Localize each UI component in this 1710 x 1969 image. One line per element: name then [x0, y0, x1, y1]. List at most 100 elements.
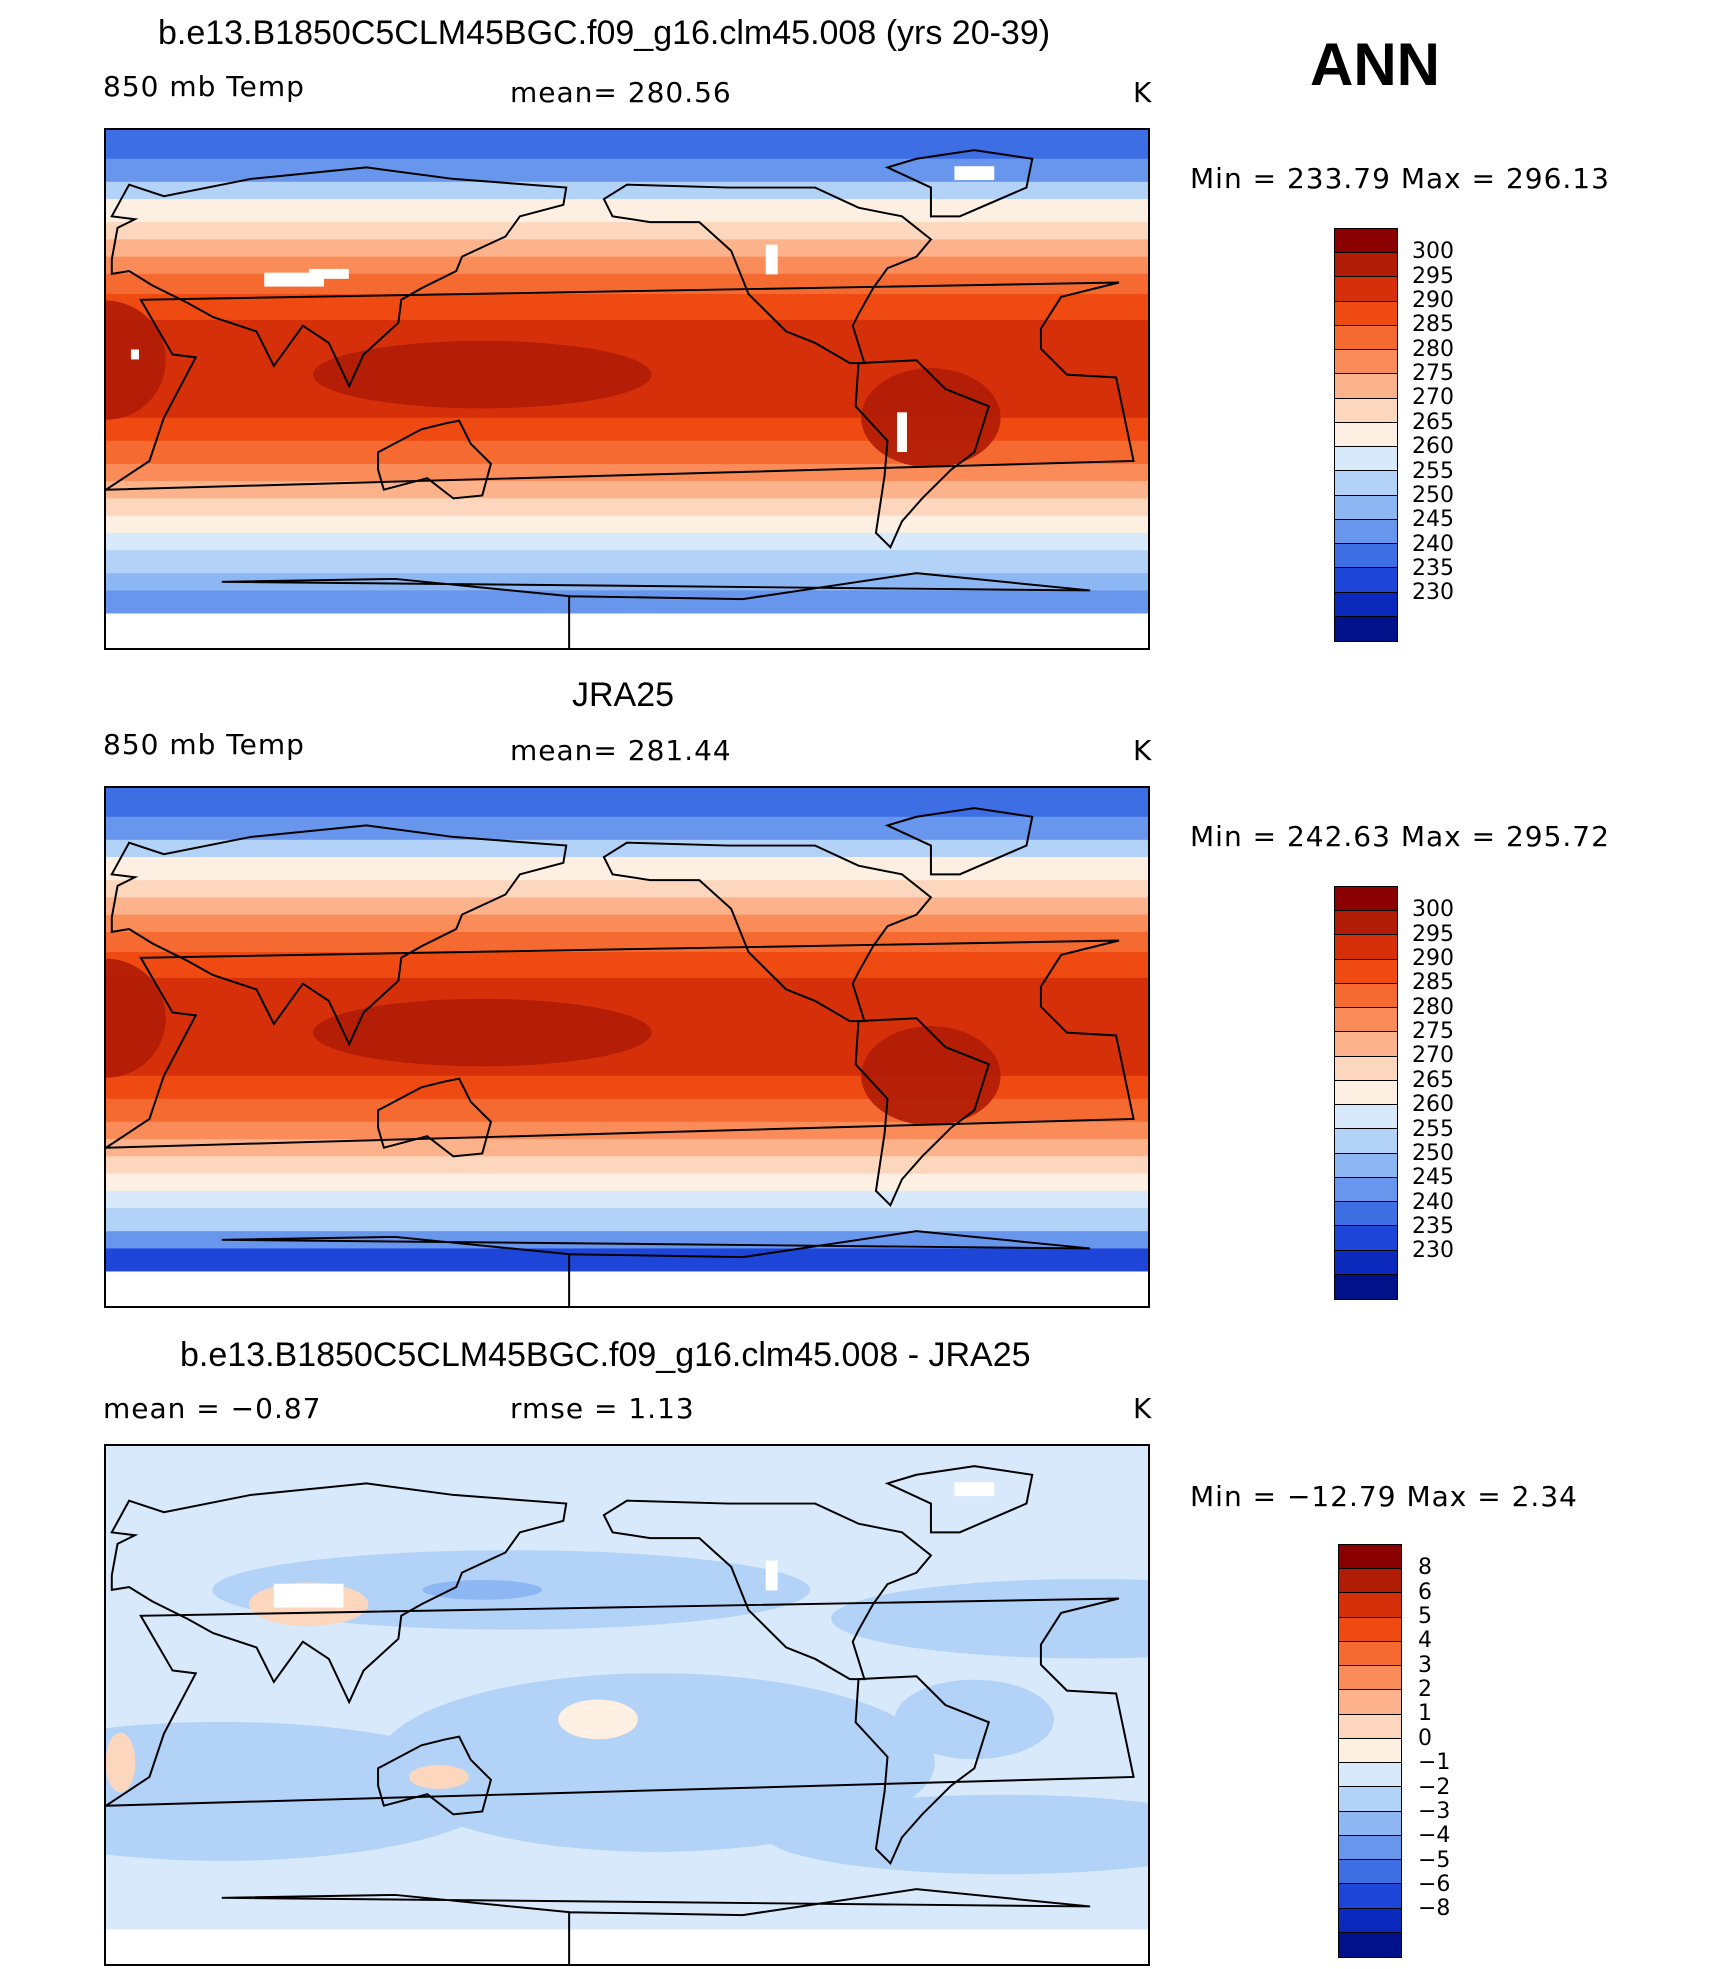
panel2-map	[104, 786, 1150, 1308]
colorbar-tick-label: 1	[1418, 1701, 1432, 1727]
colorbar-swatch	[1335, 1032, 1397, 1057]
difference-contour-region	[422, 1579, 543, 1600]
coastline	[602, 1499, 933, 1681]
coastline	[377, 419, 493, 500]
colorbar-tick-label: 300	[1412, 897, 1454, 923]
temperature-band	[106, 952, 1148, 979]
colorbar-swatch	[1339, 1714, 1401, 1739]
temperature-band	[106, 463, 1148, 482]
colorbar-tick-label: −2	[1418, 1774, 1451, 1800]
temperature-band	[106, 256, 1148, 275]
colorbar-swatch	[1335, 350, 1397, 375]
temperature-band	[106, 788, 1148, 818]
panel1-map	[104, 128, 1150, 650]
coastline	[106, 939, 1135, 1149]
colorbar-swatch	[1339, 1617, 1401, 1642]
temperature-band	[106, 590, 1148, 614]
panel3-min-max: Min = −12.79 Max = 2.34	[1190, 1480, 1578, 1513]
colorbar-tick-label: 255	[1412, 458, 1454, 484]
panel1-title: b.e13.B1850C5CLM45BGC.f09_g16.clm45.008 …	[158, 14, 1051, 52]
temperature-band	[106, 1190, 1148, 1209]
colorbar-swatch	[1339, 1545, 1401, 1570]
colorbar-swatch	[1335, 229, 1397, 254]
panel1-min-max: Min = 233.79 Max = 296.13	[1190, 162, 1610, 195]
colorbar-swatch	[1335, 911, 1397, 936]
colorbar-tick-label: 8	[1418, 1555, 1432, 1581]
difference-contour-region	[377, 1673, 935, 1852]
colorbar-tick-label: −6	[1418, 1871, 1451, 1897]
colorbar-tick-label: 285	[1412, 970, 1454, 996]
colorbar-swatch	[1335, 374, 1397, 399]
colorbar-tick-label: 295	[1412, 921, 1454, 947]
temperature-band	[106, 880, 1148, 898]
coastline	[884, 1465, 1034, 1534]
colorbar-swatch	[1335, 1105, 1397, 1130]
colorbar-swatch	[1339, 1763, 1401, 1788]
temperature-band	[106, 158, 1148, 183]
colorbar-tick-label: 275	[1412, 361, 1454, 387]
colorbar-tick-label: 240	[1412, 1189, 1454, 1215]
temperature-band	[106, 1156, 1148, 1175]
colorbar-swatch	[1339, 1860, 1401, 1885]
panel2-variable-label: 850 mb Temp	[103, 728, 305, 761]
colorbar-swatch	[1339, 1738, 1401, 1764]
colorbar-tick-label: 300	[1412, 239, 1454, 265]
difference-contour-region	[894, 1679, 1055, 1760]
colorbar-tick-label: 275	[1412, 1019, 1454, 1045]
colorbar-swatch	[1339, 1835, 1401, 1861]
colorbar-tick-label: 240	[1412, 531, 1454, 557]
colorbar-swatch	[1335, 422, 1397, 448]
temperature-band	[106, 1208, 1148, 1232]
positive-difference-region	[408, 1765, 469, 1789]
colorbar-swatch	[1335, 1129, 1397, 1154]
south-america-warm-region	[861, 1026, 1001, 1126]
temperature-band	[106, 199, 1148, 223]
coastline	[884, 149, 1034, 218]
missing-data-patch	[954, 166, 995, 181]
colorbar-swatch	[1335, 887, 1397, 912]
temperature-band	[106, 498, 1148, 517]
panel3-units: K	[1133, 1392, 1153, 1425]
colorbar-tick-label: 270	[1412, 1043, 1454, 1069]
missing-data-patch	[308, 268, 349, 279]
panel1-units: K	[1133, 76, 1153, 109]
colorbar-tick-label: 265	[1412, 409, 1454, 435]
colorbar-swatch	[1335, 935, 1397, 960]
temperature-band	[106, 273, 1148, 295]
temperature-band	[106, 222, 1148, 240]
temperature-band	[106, 130, 1148, 160]
panel1-variable-label: 850 mb Temp	[103, 70, 305, 103]
missing-data-patch	[273, 1583, 344, 1608]
temperature-band	[106, 1121, 1148, 1140]
colorbar-tick-label: 260	[1412, 1092, 1454, 1118]
coastline	[884, 807, 1034, 876]
colorbar-swatch	[1339, 1787, 1401, 1812]
colorbar-tick-label: −3	[1418, 1798, 1451, 1824]
panel3-mean-label: mean = −0.87	[103, 1392, 322, 1425]
warm-pool-region	[312, 340, 652, 409]
panel1-colorbar	[1334, 228, 1398, 642]
temperature-band	[106, 239, 1148, 258]
colorbar-tick-label: −4	[1418, 1823, 1451, 1849]
colorbar-swatch	[1339, 1884, 1401, 1909]
colorbar-tick-label: 230	[1412, 1238, 1454, 1264]
colorbar-swatch	[1339, 1690, 1401, 1715]
colorbar-tick-label: 0	[1418, 1725, 1432, 1751]
colorbar-swatch	[1339, 1932, 1401, 1957]
colorbar-swatch	[1335, 1202, 1397, 1227]
positive-difference-region	[106, 1732, 136, 1793]
panel2-min-max: Min = 242.63 Max = 295.72	[1190, 820, 1610, 853]
colorbar-swatch	[1335, 544, 1397, 569]
temperature-band	[106, 481, 1148, 499]
temperature-band	[106, 1139, 1148, 1157]
colorbar-swatch	[1335, 471, 1397, 496]
temperature-band	[106, 532, 1148, 551]
colorbar-swatch	[1335, 1274, 1397, 1299]
panel3-map	[104, 1444, 1150, 1966]
coastline	[110, 824, 568, 1047]
colorbar-tick-label: 235	[1412, 1213, 1454, 1239]
colorbar-swatch	[1335, 959, 1397, 984]
colorbar-tick-label: 6	[1418, 1579, 1432, 1605]
season-label: ANN	[1310, 31, 1440, 98]
coastline	[854, 1675, 991, 1866]
